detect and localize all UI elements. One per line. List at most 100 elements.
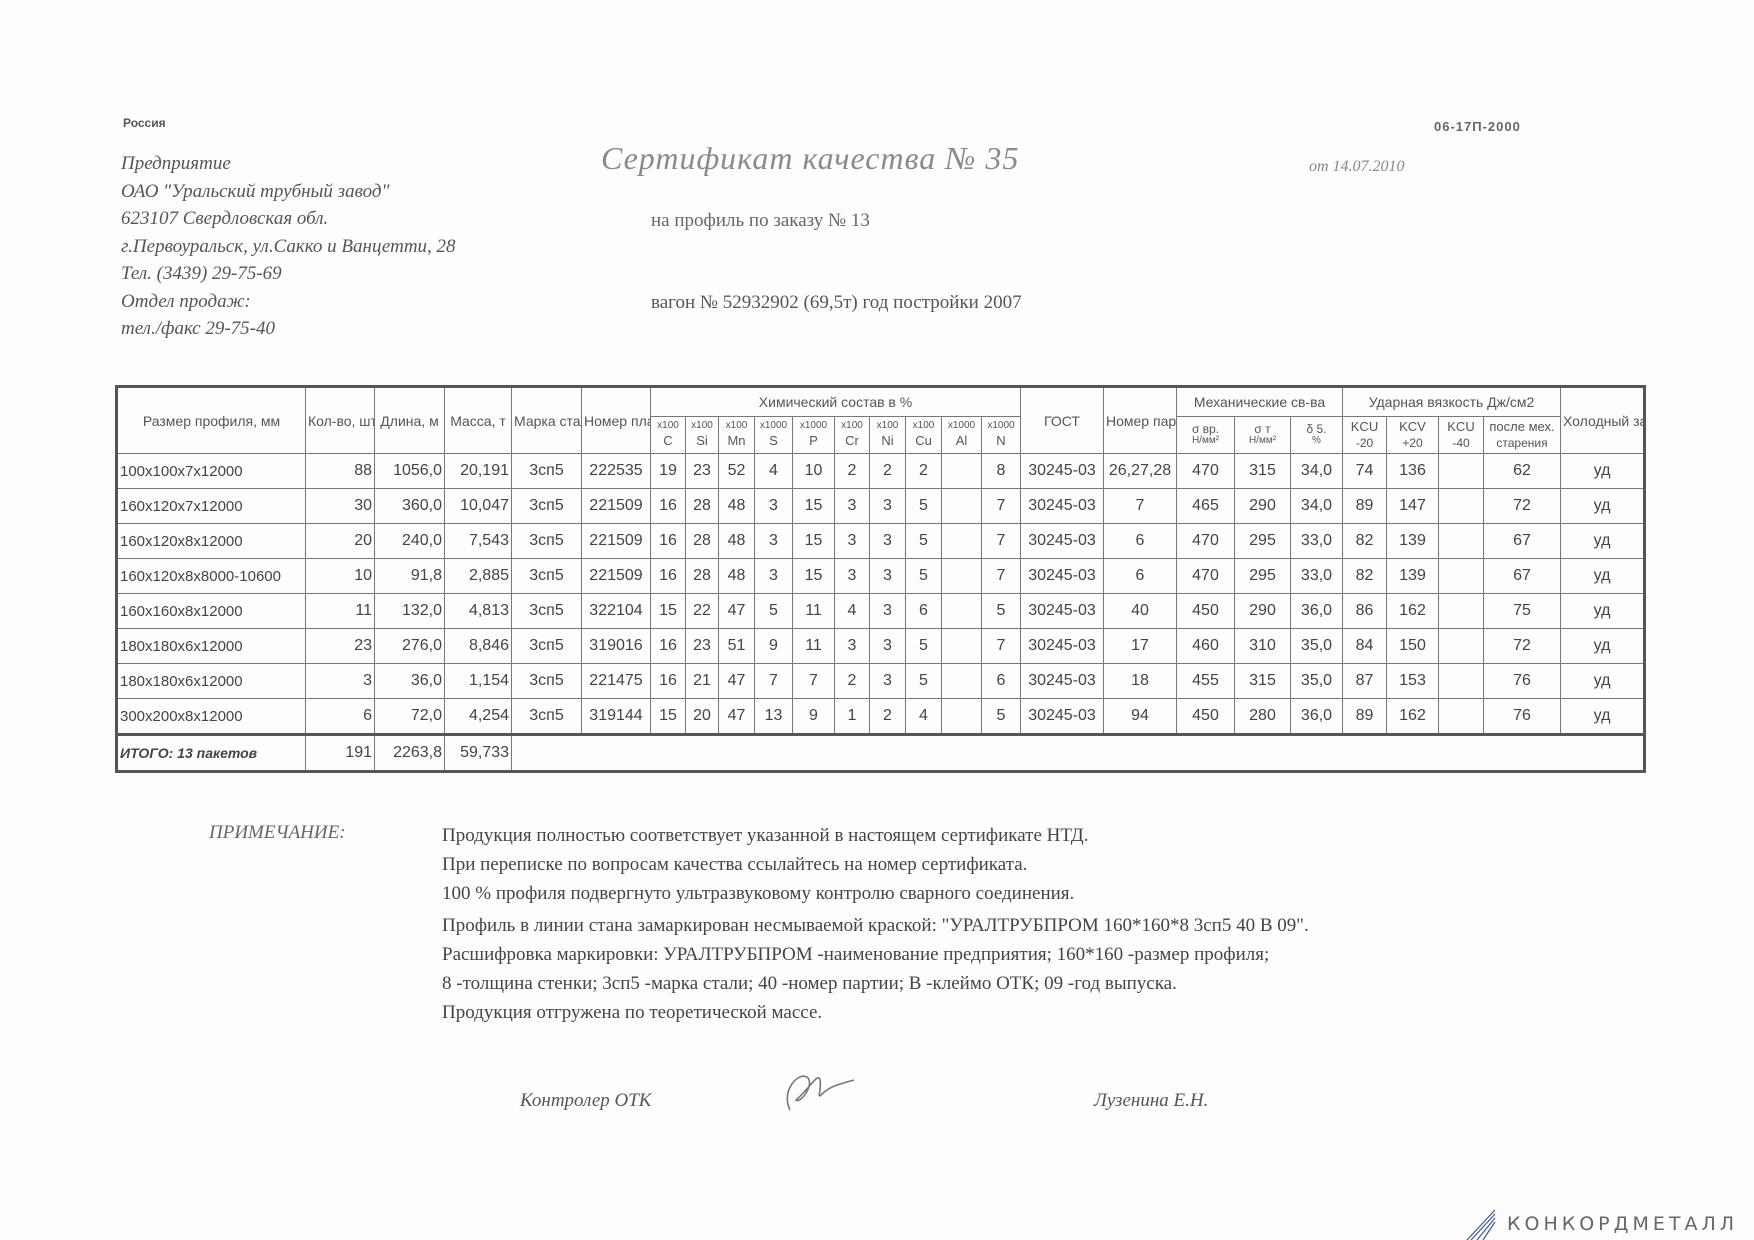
table-cell: 295 bbox=[1234, 558, 1291, 594]
table-cell: 76 bbox=[1483, 698, 1561, 735]
table-cell: 21 bbox=[685, 663, 719, 699]
table-cell: 72,0 bbox=[374, 698, 445, 735]
table-cell: 7,543 bbox=[444, 523, 512, 559]
table-cell: 319144 bbox=[581, 698, 651, 735]
chem-multiplier: x1000 bbox=[759, 420, 788, 431]
signature-image bbox=[770, 1060, 860, 1125]
table-cell: 9 bbox=[792, 698, 835, 735]
note-line: При переписке по вопросам качества ссыла… bbox=[442, 854, 1028, 875]
table-cell: 20,191 bbox=[444, 453, 512, 489]
table-cell: 16 bbox=[650, 558, 686, 594]
table-cell: 89 bbox=[1342, 488, 1387, 524]
table-cell: 28 bbox=[685, 488, 719, 524]
header-batch: Номер партии bbox=[1103, 386, 1177, 454]
table-cell: 7 bbox=[792, 663, 835, 699]
table-cell: 16 bbox=[650, 663, 686, 699]
header-mech: Механические св-ва bbox=[1176, 386, 1343, 417]
table-cell: 3 bbox=[754, 558, 793, 594]
table-cell: 5 bbox=[981, 593, 1021, 629]
chem-multiplier: x1000 bbox=[987, 420, 1015, 431]
table-cell: 9 bbox=[754, 628, 793, 664]
table-cell: 26,27,28 bbox=[1103, 453, 1177, 489]
header-impact: Ударная вязкость Дж/см2 bbox=[1342, 386, 1561, 417]
chem-element: P bbox=[809, 433, 818, 448]
table-cell: 221509 bbox=[581, 558, 651, 594]
mech-unit: Н/мм² bbox=[1191, 435, 1220, 446]
table-cell: 30245-03 bbox=[1020, 523, 1104, 559]
document-title: Сертификат качества № 35 bbox=[601, 140, 1020, 176]
chem-element: Mn bbox=[727, 433, 746, 448]
table-cell: 3 bbox=[834, 523, 870, 559]
company-line: Тел. (3439) 29-75-69 bbox=[121, 263, 282, 284]
table-cell: 3сп5 bbox=[511, 698, 582, 735]
chem-multiplier: x100 bbox=[841, 420, 863, 431]
table-cell: 160x120x8x8000-10600 bbox=[116, 558, 306, 594]
table-cell: 30245-03 bbox=[1020, 593, 1104, 629]
table-cell: 11 bbox=[792, 593, 835, 629]
table-cell: 162 bbox=[1386, 593, 1439, 629]
table-cell: 360,0 bbox=[374, 488, 445, 524]
certificate-table: Размер профиля, мм Кол-во, шт Длина, м М… bbox=[115, 385, 1646, 773]
table-cell: 67 bbox=[1483, 558, 1561, 594]
note-line: Продукция отгружена по теоретической мас… bbox=[442, 1002, 823, 1023]
table-cell: 470 bbox=[1176, 558, 1235, 594]
table-cell: 6 bbox=[1103, 558, 1177, 594]
table-cell bbox=[941, 628, 982, 664]
table-cell: 51 bbox=[718, 628, 755, 664]
table-cell: 100x100x7x12000 bbox=[116, 453, 306, 489]
chem-element: Ni bbox=[881, 433, 894, 448]
table-cell: 3 bbox=[869, 663, 906, 699]
total-length: 2263,8 bbox=[374, 733, 445, 772]
mech-col-header: σ т Н/мм² bbox=[1234, 416, 1291, 454]
table-cell: 30245-03 bbox=[1020, 453, 1104, 489]
table-cell: 36,0 bbox=[1290, 593, 1343, 629]
table-cell: 23 bbox=[685, 453, 719, 489]
table-cell: 180x180x6x12000 bbox=[116, 663, 306, 699]
table-row: 180x180x6x12000 23 276,0 8,846 3сп5 319016 16 2… bbox=[116, 628, 1645, 664]
chem-col-header: x100 Ni bbox=[869, 416, 906, 454]
table-cell: 139 bbox=[1386, 523, 1439, 559]
table-cell: 74 bbox=[1342, 453, 1387, 489]
table-cell: 30245-03 bbox=[1020, 558, 1104, 594]
note-line: 100 % профиля подвергнуто ультразвуковом… bbox=[442, 883, 1075, 904]
table-cell: 2 bbox=[834, 663, 870, 699]
table-cell: 2 bbox=[869, 698, 906, 735]
table-cell: 3 bbox=[869, 523, 906, 559]
impact-name: KCU bbox=[1447, 419, 1475, 434]
table-cell: 147 bbox=[1386, 488, 1439, 524]
table-cell: 4 bbox=[905, 698, 942, 735]
table-cell: 5 bbox=[905, 558, 942, 594]
logo-text: КОНКОРДМЕТАЛЛ bbox=[1507, 1213, 1739, 1235]
header-length: Длина, м bbox=[374, 386, 445, 454]
table-cell: 465 bbox=[1176, 488, 1235, 524]
table-cell: 5 bbox=[754, 593, 793, 629]
header-size: Размер профиля, мм bbox=[116, 386, 306, 454]
table-cell: 33,0 bbox=[1290, 558, 1343, 594]
table-cell: 139 bbox=[1386, 558, 1439, 594]
table-row: 160x120x8x12000 20 240,0 7,543 3сп5 221509 16 2… bbox=[116, 523, 1645, 559]
table-cell: 276,0 bbox=[374, 628, 445, 664]
mech-name: σ т bbox=[1254, 422, 1271, 436]
table-cell: 23 bbox=[305, 628, 375, 664]
table-cell: 4 bbox=[754, 453, 793, 489]
table-cell: 6 bbox=[981, 663, 1021, 699]
table-cell: 5 bbox=[905, 663, 942, 699]
total-label: ИТОГО: 13 пакетов bbox=[116, 733, 306, 772]
table-cell: 5 bbox=[981, 698, 1021, 735]
table-cell: 322104 bbox=[581, 593, 651, 629]
table-cell: 2 bbox=[869, 453, 906, 489]
chem-col-header: x1000 P bbox=[792, 416, 835, 454]
table-cell: 2,885 bbox=[444, 558, 512, 594]
chem-multiplier: x1000 bbox=[947, 420, 976, 431]
note-line: Профиль в линии стана замаркирован несмы… bbox=[442, 915, 1309, 936]
table-cell bbox=[1438, 453, 1484, 489]
table-cell: 300x200x8x12000 bbox=[116, 698, 306, 735]
table-cell: 3 bbox=[834, 488, 870, 524]
table-cell: 52 bbox=[718, 453, 755, 489]
table-cell: 455 bbox=[1176, 663, 1235, 699]
table-cell: 15 bbox=[792, 523, 835, 559]
table-cell: 48 bbox=[718, 523, 755, 559]
table-cell: 470 bbox=[1176, 523, 1235, 559]
table-cell: 450 bbox=[1176, 593, 1235, 629]
table-cell: 221509 bbox=[581, 488, 651, 524]
